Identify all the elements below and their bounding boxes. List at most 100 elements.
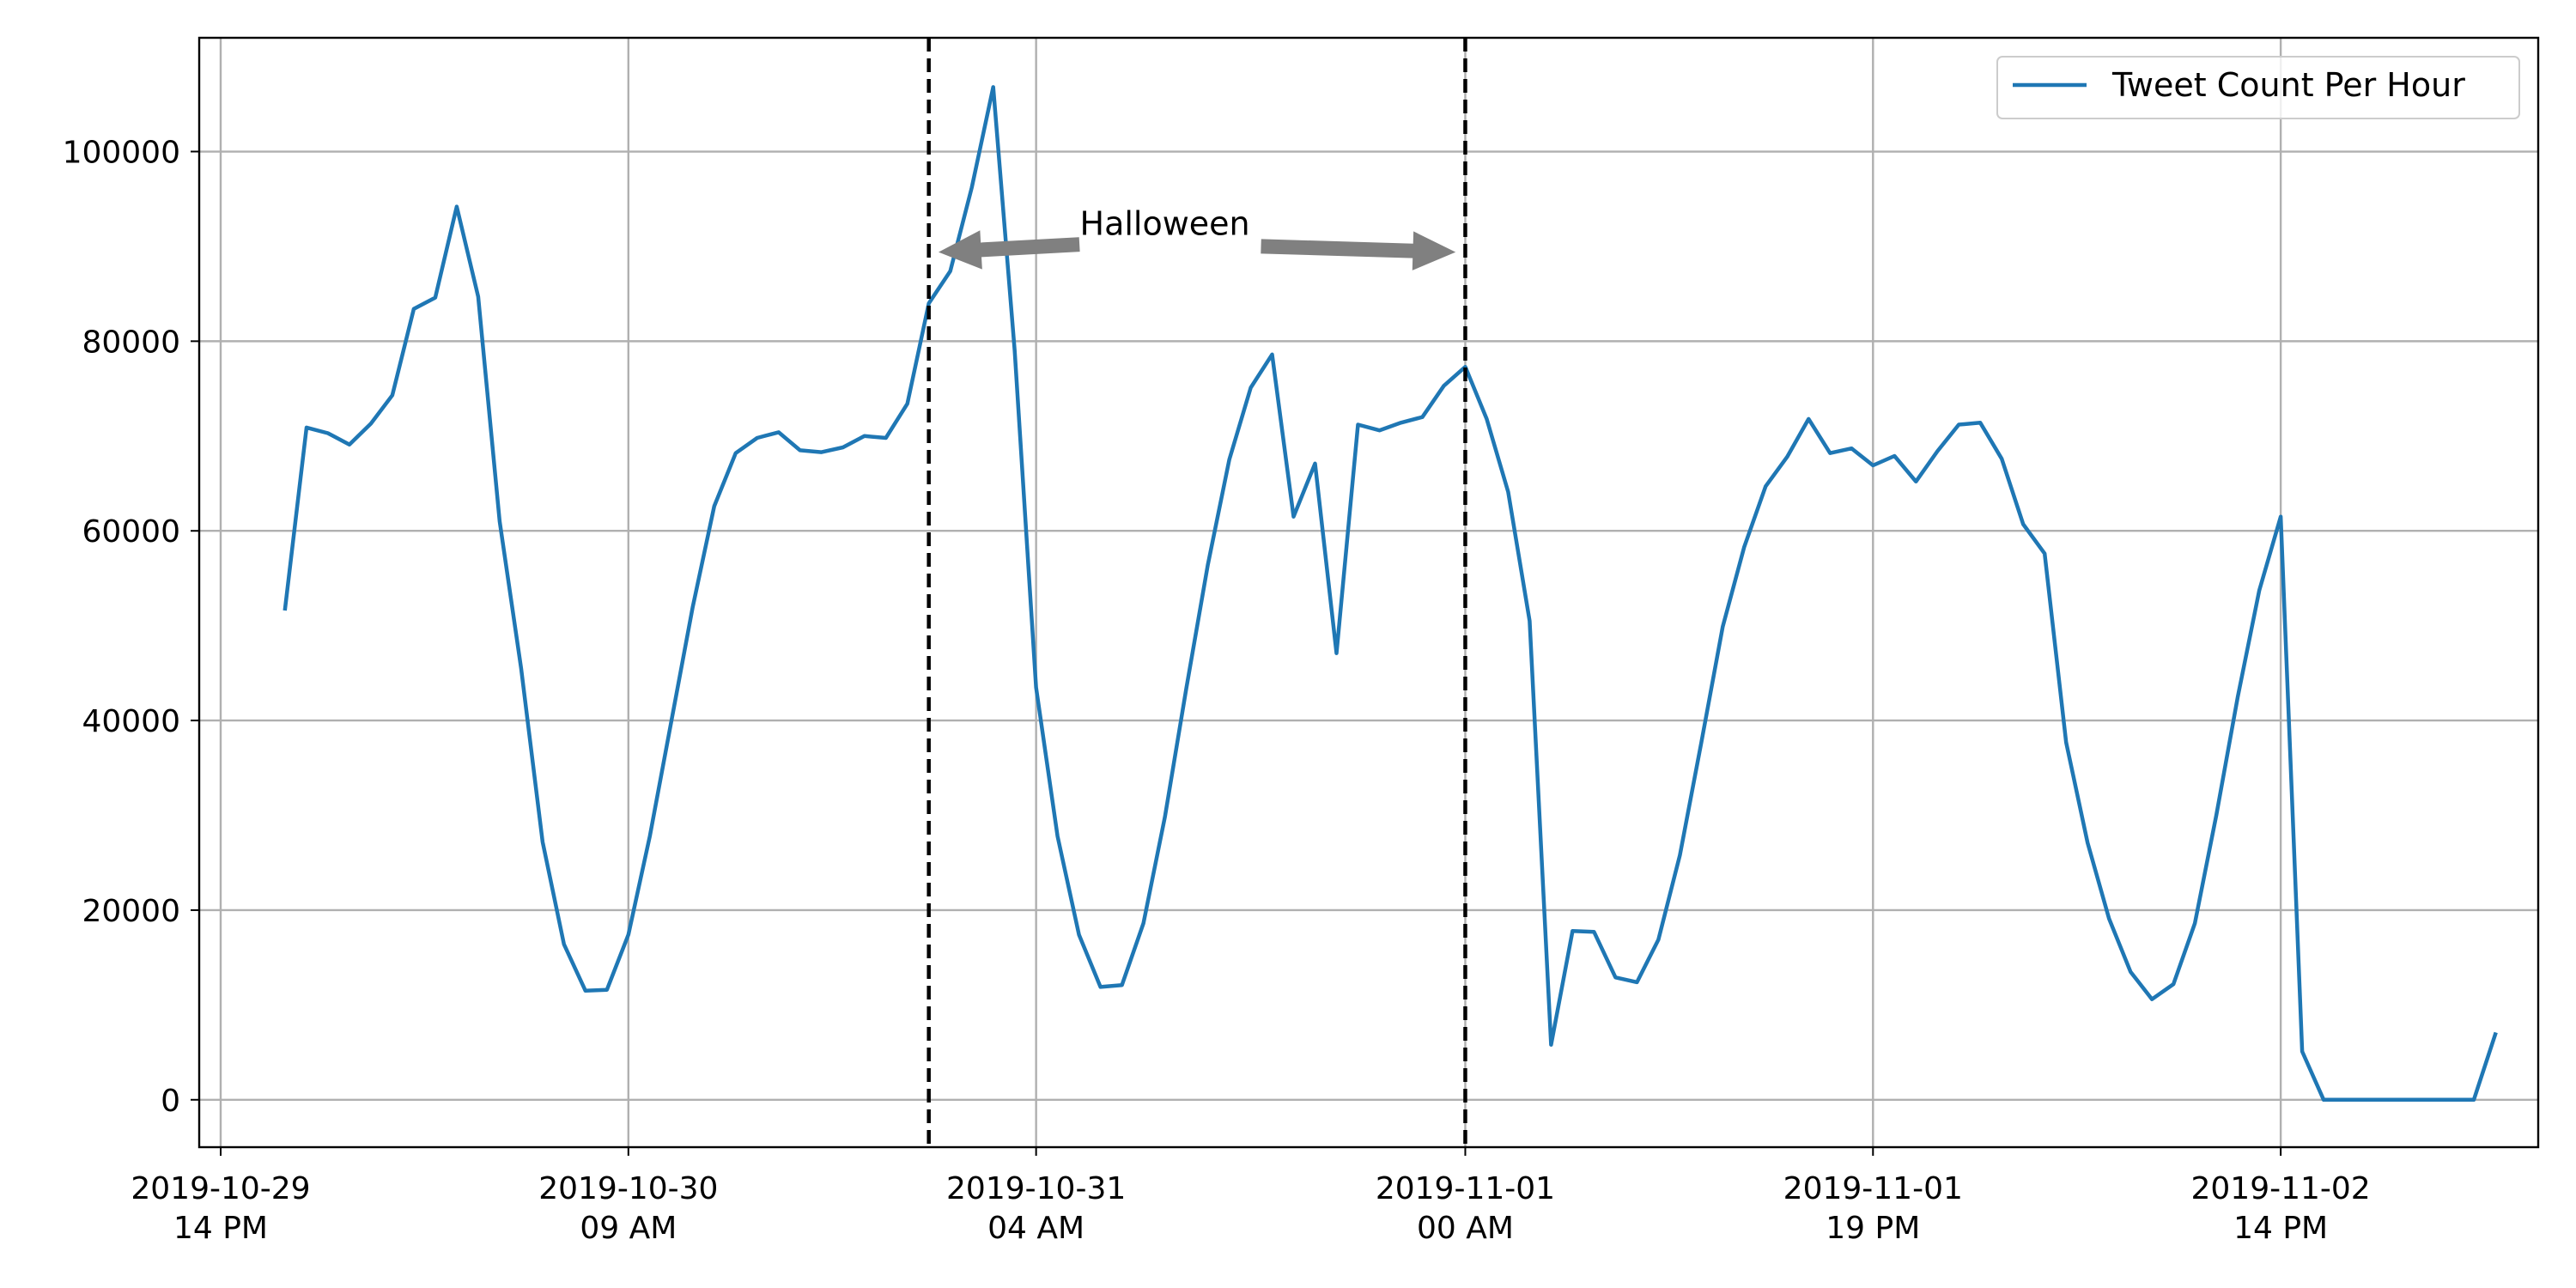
data-point — [2494, 1034, 2496, 1036]
halloween-arrow — [1261, 231, 1456, 270]
data-point — [2215, 814, 2217, 817]
plot-frame — [197, 36, 2540, 1149]
series-layer — [283, 85, 2498, 1103]
data-point — [413, 308, 415, 310]
data-point — [2473, 1099, 2475, 1101]
data-point — [1207, 564, 1209, 566]
data-point — [284, 608, 286, 610]
data-point — [585, 990, 586, 992]
data-point — [628, 934, 629, 936]
data-point — [1850, 447, 1852, 449]
data-point — [2344, 1099, 2346, 1101]
y-tick-label: 60000 — [82, 514, 180, 550]
axes — [197, 36, 2540, 1149]
x-tick-label-date: 2019-11-01 — [1783, 1171, 1963, 1206]
grid — [199, 38, 2538, 1147]
data-point — [2172, 983, 2174, 985]
data-point — [971, 186, 973, 189]
data-point — [1915, 481, 1917, 483]
y-tick-label: 20000 — [82, 894, 180, 929]
data-point — [1571, 930, 1573, 932]
data-point — [1893, 455, 1895, 457]
data-point — [2087, 841, 2088, 844]
data-point — [306, 427, 307, 428]
x-tick-label-hour: 09 AM — [580, 1211, 677, 1246]
data-point — [1464, 366, 1467, 368]
data-point — [1121, 984, 1123, 986]
data-point — [1485, 418, 1487, 420]
data-point — [1250, 386, 1252, 389]
data-point — [542, 841, 544, 843]
data-point — [1378, 429, 1381, 431]
y-tick-label: 80000 — [82, 325, 180, 360]
data-point — [950, 270, 951, 272]
data-point — [1057, 835, 1059, 837]
data-point — [1528, 620, 1530, 622]
data-point — [649, 835, 651, 837]
y-tick-label: 40000 — [82, 704, 180, 739]
data-point — [499, 520, 501, 522]
data-point — [799, 449, 801, 452]
ticks: 2019-10-29 14 PM 2019-10-30 09 AM 2019-10-31… — [63, 136, 2371, 1246]
data-point — [2409, 1099, 2410, 1101]
data-point — [2065, 741, 2067, 744]
x-tick-label-hour: 14 PM — [2233, 1211, 2328, 1246]
data-point — [2022, 523, 2024, 526]
data-point — [2387, 1099, 2389, 1101]
data-point — [928, 302, 930, 304]
data-point — [1722, 626, 1723, 628]
data-point — [1507, 491, 1509, 493]
data-point — [370, 422, 372, 424]
x-tick-label-date: 2019-11-02 — [2191, 1171, 2371, 1206]
x-tick-label-hour: 00 AM — [1417, 1211, 1514, 1246]
data-point — [2451, 1099, 2453, 1101]
data-point — [1550, 1044, 1552, 1046]
series-line — [283, 85, 2498, 1103]
data-point — [2301, 1050, 2303, 1053]
data-point — [1765, 485, 1766, 487]
data-point — [1593, 931, 1595, 933]
x-tick-label-date: 2019-10-29 — [131, 1171, 310, 1206]
annotation: Halloween — [939, 205, 1456, 270]
data-point — [2108, 918, 2110, 920]
data-point — [1421, 416, 1424, 418]
data-point — [327, 432, 329, 434]
data-point — [434, 297, 436, 299]
data-point — [606, 989, 608, 991]
data-point — [1271, 354, 1273, 355]
x-tick-label-hour: 14 PM — [173, 1211, 268, 1246]
legend: Tweet Count Per Hour — [1996, 56, 2520, 119]
data-point — [2129, 971, 2131, 973]
legend-box — [1996, 56, 2520, 119]
data-point — [1014, 349, 1016, 351]
data-point — [1786, 456, 1788, 458]
data-point — [864, 435, 866, 437]
data-point — [456, 206, 458, 208]
x-tick-label-hour: 04 AM — [987, 1211, 1084, 1246]
data-point — [692, 606, 694, 608]
data-point — [1292, 516, 1295, 518]
y-tick-label: 100000 — [63, 136, 180, 171]
x-tick-label-date: 2019-11-01 — [1376, 1171, 1555, 1206]
data-point — [1143, 922, 1145, 924]
data-point — [2044, 553, 2045, 555]
data-point — [1186, 687, 1188, 690]
data-point — [778, 431, 780, 433]
data-point — [1700, 741, 1702, 744]
data-point — [1807, 418, 1809, 420]
data-point — [477, 295, 479, 298]
data-point — [756, 437, 758, 439]
data-point — [2237, 696, 2239, 698]
legend-label: Tweet Count Per Hour — [2111, 66, 2465, 104]
annotation-label: Halloween — [1080, 205, 1250, 243]
data-point — [1078, 934, 1080, 936]
data-point — [1979, 422, 1981, 423]
data-point — [2258, 590, 2260, 592]
data-point — [2194, 922, 2196, 924]
data-point — [1657, 939, 1659, 940]
data-point — [1229, 459, 1230, 461]
x-tick-label-hour: 19 PM — [1826, 1211, 1920, 1246]
x-tick-label-date: 2019-10-30 — [538, 1171, 718, 1206]
